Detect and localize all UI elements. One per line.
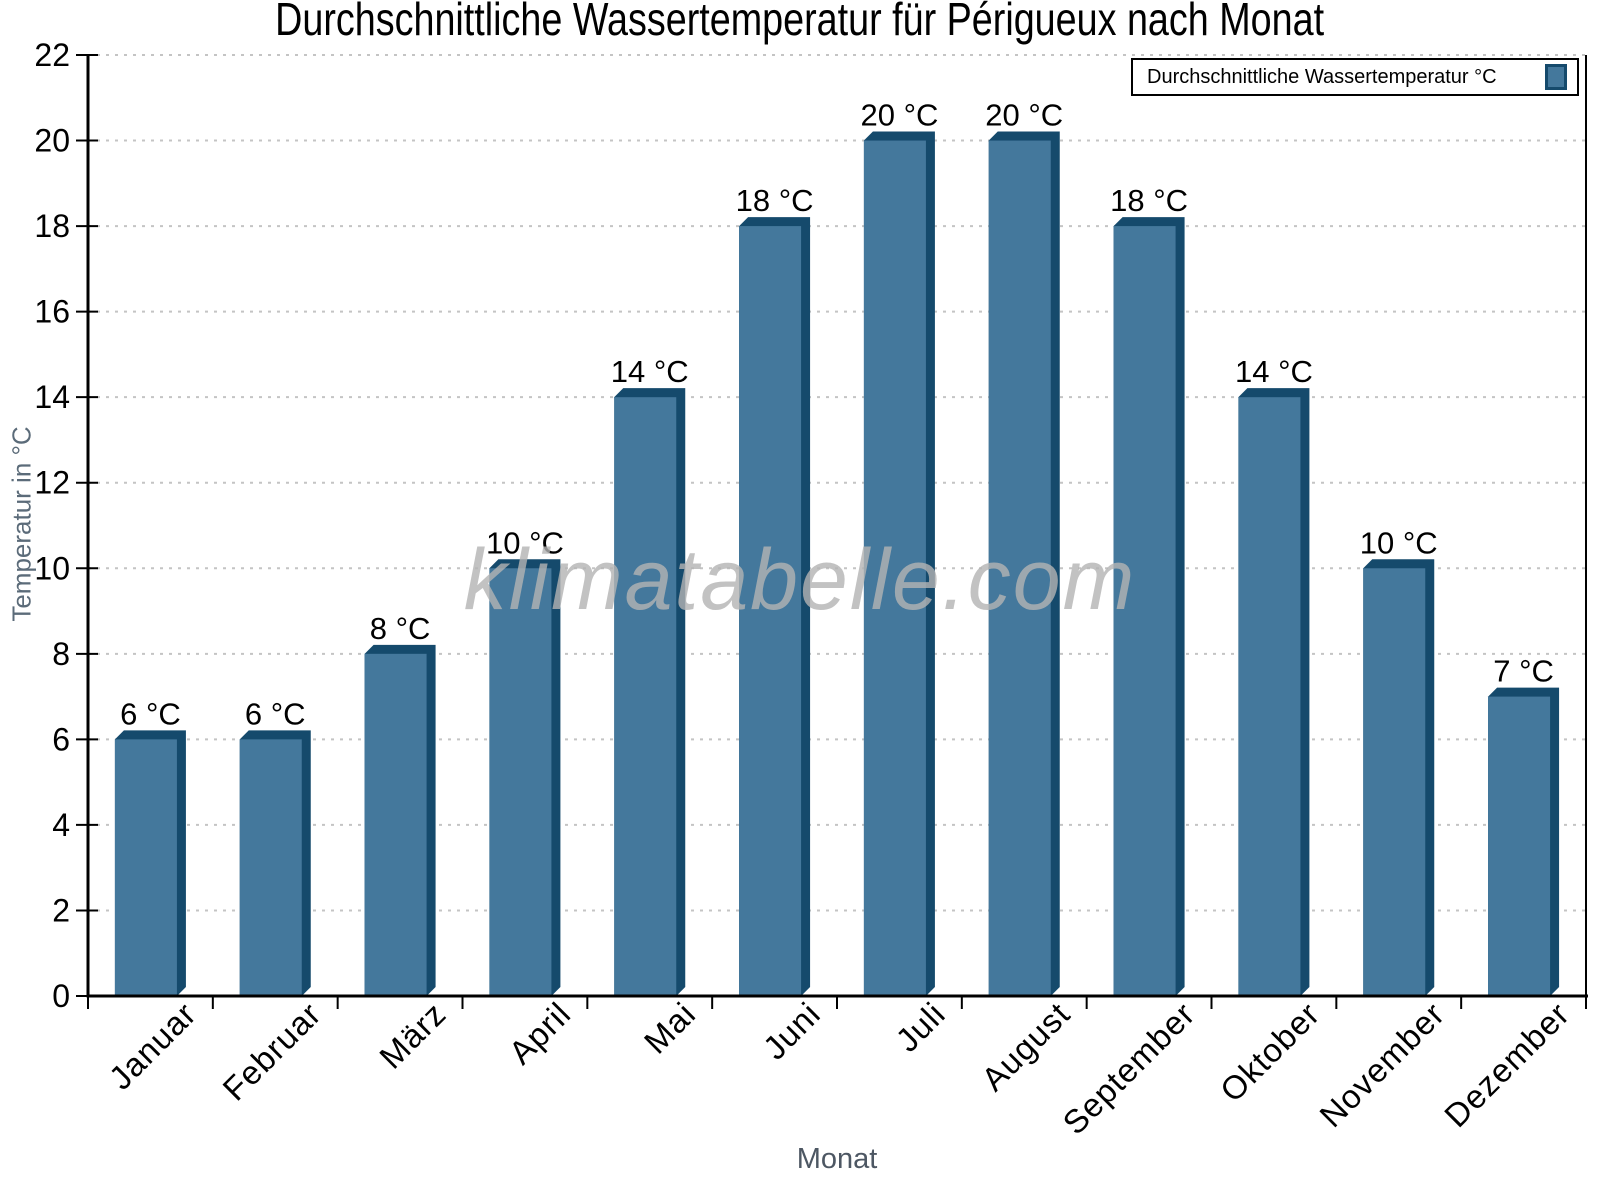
x-tick-label: Januar [102,995,204,1097]
y-tick-label: 6 [52,721,70,757]
bar-value-label: 8 °C [370,611,431,646]
x-tick-label: Juni [756,995,828,1067]
y-tick-label: 14 [34,379,70,415]
bar [364,653,427,996]
x-axis-title: Monat [796,1143,878,1175]
bar-value-label: 18 °C [736,183,814,218]
bar-value-label: 7 °C [1493,654,1554,689]
bar [489,568,552,996]
bar [239,739,302,996]
y-tick-label: 4 [52,807,70,843]
bar [1363,568,1426,996]
x-tick-label: Oktober [1213,995,1327,1109]
bar [739,226,802,996]
bar-value-label: 10 °C [1360,525,1438,560]
x-tick-label: Mai [637,995,703,1061]
bar-value-label: 10 °C [486,525,564,560]
y-axis-title: Temperatur in °C [6,426,37,622]
bar-value-label: 6 °C [245,696,306,731]
chart-title: Durchschnittliche Wassertemperatur für P… [0,0,1600,45]
legend-label: Durchschnittliche Wassertemperatur °C [1147,65,1497,88]
bar-value-label: 14 °C [1235,354,1313,389]
y-tick-label: 20 [34,123,70,159]
y-tick-label: 0 [52,978,70,1014]
bar [1488,696,1551,996]
chart-title-text: Durchschnittliche Wassertemperatur für P… [275,0,1325,45]
bar [863,140,926,996]
x-tick-label: November [1312,995,1451,1134]
y-tick-label: 10 [34,550,70,586]
x-tick-label: Juli [888,995,952,1059]
bar-value-label: 18 °C [1110,183,1188,218]
y-tick-label: 16 [34,294,70,330]
bar [1113,226,1176,996]
legend-swatch-icon [1545,64,1567,90]
bar [1238,397,1301,996]
bar-value-label: 20 °C [860,98,938,133]
bar [988,140,1051,996]
x-tick-label: April [501,995,577,1071]
y-tick-label: 18 [34,208,70,244]
legend-box: Durchschnittliche Wassertemperatur °C [1131,58,1579,96]
x-tick-label: März [372,995,453,1076]
bar-value-label: 14 °C [611,354,689,389]
x-tick-label: Dezember [1437,995,1576,1134]
y-tick-label: 22 [34,37,70,73]
x-tick-label: August [974,995,1077,1098]
y-tick-label: 2 [52,892,70,928]
x-tick-label: September [1055,995,1202,1142]
x-tick-label: Februar [215,995,328,1108]
bar-value-label: 20 °C [985,98,1063,133]
y-tick-label: 12 [34,465,70,501]
bar [114,739,177,996]
bar [614,397,677,996]
y-tick-label: 8 [52,636,70,672]
bar-value-label: 6 °C [120,696,181,731]
